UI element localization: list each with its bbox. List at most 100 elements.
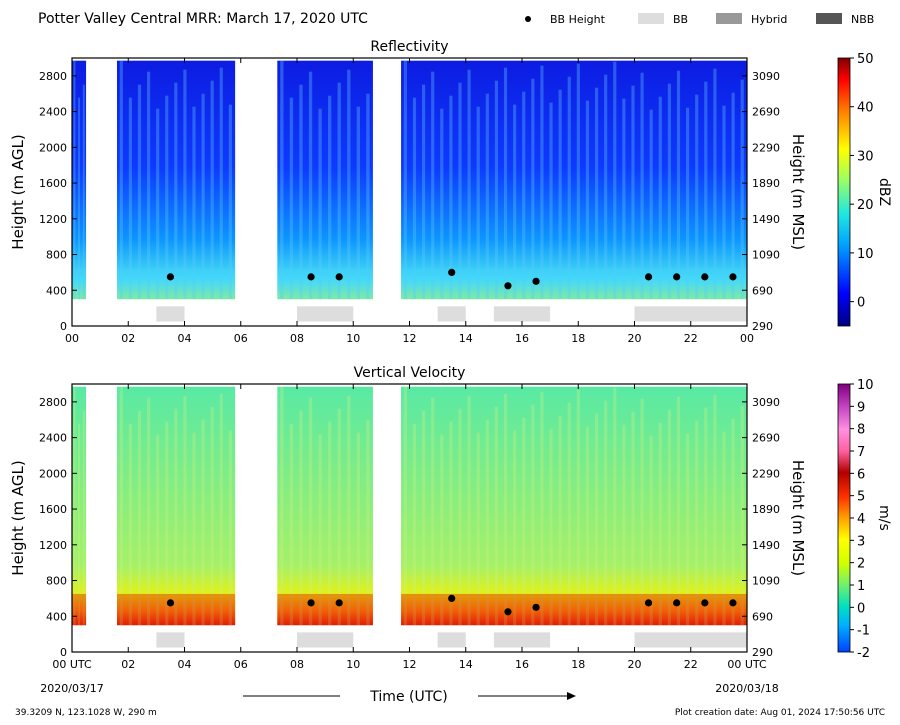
bb-height-point bbox=[448, 594, 456, 603]
echo-streak bbox=[174, 82, 178, 300]
echo-streak bbox=[431, 397, 435, 626]
echo-streak bbox=[558, 89, 562, 300]
echo-region bbox=[401, 60, 747, 300]
echo-streak bbox=[695, 94, 699, 300]
echo-streak bbox=[403, 60, 407, 300]
colorbar-tick-label: 9 bbox=[857, 400, 865, 415]
bb-period-bar bbox=[634, 306, 747, 322]
colorbar-label: dBZ bbox=[876, 178, 892, 206]
echo-streak bbox=[156, 108, 160, 300]
bb-height-point bbox=[307, 273, 315, 281]
echo-streak bbox=[567, 76, 571, 300]
echo-region bbox=[72, 60, 87, 300]
time-arrow-head bbox=[567, 692, 576, 700]
echo-streak bbox=[146, 397, 151, 626]
low-level-band bbox=[72, 267, 87, 300]
echo-streak bbox=[585, 100, 590, 300]
echo-streak bbox=[613, 387, 617, 626]
x-tick-label: 08 bbox=[290, 332, 304, 345]
echo-streak bbox=[366, 93, 370, 300]
bb-height-point bbox=[335, 273, 343, 281]
bb-period-bar bbox=[437, 632, 466, 648]
panel-title: Vertical Velocity bbox=[354, 365, 466, 381]
echo-streak bbox=[604, 400, 608, 626]
echo-streak bbox=[165, 95, 169, 300]
colorbar-tick-label: 0 bbox=[857, 601, 865, 616]
x-tick-label: 08 bbox=[290, 658, 304, 671]
echo-streak bbox=[467, 395, 471, 626]
x-tick-label: 10 bbox=[346, 658, 360, 671]
low-level-band bbox=[72, 593, 87, 626]
echo-streak bbox=[658, 422, 662, 626]
echo-streak bbox=[513, 104, 517, 300]
bb-height-point bbox=[673, 273, 681, 281]
bb-period-bar bbox=[297, 306, 354, 322]
y-tick-label: 1200 bbox=[39, 539, 67, 552]
echo-streak bbox=[449, 95, 453, 300]
y-tick-right-label: 690 bbox=[752, 610, 773, 623]
echo-streak bbox=[347, 69, 351, 300]
x-tick-label: 16 bbox=[515, 332, 529, 345]
echo-streak bbox=[622, 98, 626, 300]
x-tick-label: 14 bbox=[459, 332, 473, 345]
y-tick-right-label: 1490 bbox=[752, 539, 780, 552]
y-tick-right-label: 1490 bbox=[752, 213, 780, 226]
echo-streak bbox=[128, 423, 132, 626]
bb-period-bar bbox=[437, 306, 466, 322]
echo-streak bbox=[740, 79, 744, 300]
page-title: Potter Valley Central MRR: March 17, 202… bbox=[38, 11, 368, 27]
y-axis-label: Height (m AGL) bbox=[9, 460, 27, 575]
echo-streak bbox=[356, 106, 361, 300]
echo-streak bbox=[576, 63, 580, 300]
vertical-velocity-panel: Vertical Velocity04008001200160020002400… bbox=[9, 365, 892, 671]
bb-period-bar bbox=[156, 632, 185, 648]
colorbar-tick-label: 30 bbox=[857, 149, 874, 164]
y-tick-label: 2000 bbox=[39, 467, 67, 480]
colorbar bbox=[837, 383, 851, 653]
echo-streak bbox=[667, 409, 671, 626]
y-tick-label: 400 bbox=[46, 284, 67, 297]
colorbar-tick-label: 7 bbox=[857, 445, 865, 460]
echo-streak bbox=[422, 410, 426, 626]
colorbar-tick-label: 3 bbox=[857, 534, 865, 549]
colorbar-tick-label: 5 bbox=[857, 490, 865, 505]
echo-streak bbox=[631, 411, 635, 626]
echo-streak bbox=[156, 434, 160, 626]
echo-streak bbox=[431, 71, 435, 300]
bb-height-point bbox=[644, 273, 653, 281]
legend-swatch-nbb bbox=[816, 13, 842, 24]
echo-streak bbox=[713, 68, 717, 300]
echo-streak bbox=[731, 418, 735, 626]
echo-streak bbox=[183, 395, 187, 626]
x-tick-label: 02 bbox=[121, 332, 135, 345]
x-tick-label: 00 bbox=[740, 332, 754, 345]
echo-streak bbox=[337, 82, 341, 300]
echo-streak bbox=[183, 69, 187, 300]
echo-streak bbox=[347, 395, 351, 626]
colorbar-tick-label: 4 bbox=[857, 512, 865, 527]
legend-bb-height-marker bbox=[525, 16, 531, 22]
x-tick-label: 06 bbox=[234, 332, 248, 345]
echo-streak bbox=[327, 421, 332, 626]
start-date-label: 2020/03/17 bbox=[40, 682, 103, 695]
bb-height-point bbox=[729, 273, 737, 281]
echo-streak bbox=[676, 70, 681, 300]
y-axis-right-label: Height (m MSL) bbox=[789, 134, 807, 250]
bb-height-point bbox=[448, 268, 456, 276]
y-tick-label: 2400 bbox=[39, 432, 67, 445]
echo-streak bbox=[485, 93, 489, 300]
y-axis-label: Height (m AGL) bbox=[9, 134, 27, 249]
echo-streak bbox=[476, 106, 480, 300]
echo-streak bbox=[289, 423, 294, 626]
echo-streak bbox=[327, 95, 332, 300]
echo-streak bbox=[531, 404, 535, 626]
y-tick-label: 800 bbox=[46, 575, 67, 588]
low-level-band bbox=[277, 267, 373, 300]
colorbar-tick-label: 2 bbox=[857, 557, 865, 572]
echo-streak bbox=[308, 397, 313, 626]
echo-streak bbox=[228, 104, 232, 300]
echo-streak bbox=[299, 410, 303, 626]
colorbar-tick-label: 50 bbox=[857, 52, 874, 67]
echo-streak bbox=[631, 85, 635, 300]
